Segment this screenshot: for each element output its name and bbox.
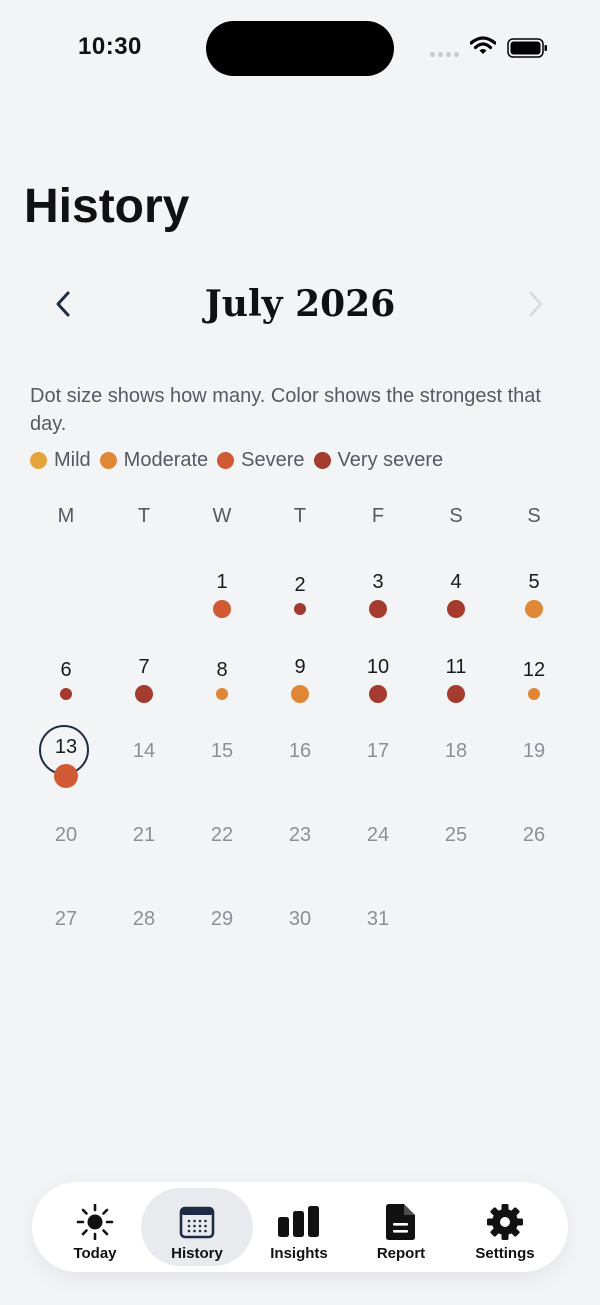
dynamic-island xyxy=(206,21,394,76)
severity-dot xyxy=(369,600,387,618)
severity-dot xyxy=(216,688,228,700)
calendar-day[interactable]: 27 xyxy=(54,908,78,930)
calendar-day[interactable]: 16 xyxy=(288,740,312,762)
tab-label: Today xyxy=(73,1245,117,1262)
calendar-day[interactable]: 31 xyxy=(366,908,390,930)
calendar-day[interactable]: 5 xyxy=(528,571,540,593)
legend-dot xyxy=(313,452,331,469)
calendar-day[interactable]: 12 xyxy=(522,659,546,681)
weekday-label: S xyxy=(527,505,541,527)
severity-dot xyxy=(294,603,306,615)
tab-settings[interactable]: Settings xyxy=(449,1188,561,1266)
weekday-label: F xyxy=(371,505,385,527)
legend-label: Very severe xyxy=(337,449,444,471)
sun-icon xyxy=(75,1204,115,1240)
severity-dot xyxy=(60,688,72,700)
calendar-day[interactable]: 20 xyxy=(54,824,78,846)
calendar-day[interactable]: 7 xyxy=(138,656,150,678)
calendar-icon xyxy=(179,1204,215,1240)
calendar-day[interactable]: 8 xyxy=(216,659,228,681)
calendar-day[interactable]: 4 xyxy=(450,571,462,593)
status-time: 10:30 xyxy=(78,33,142,60)
weekday-label: W xyxy=(212,505,232,527)
calendar-day[interactable]: 13 xyxy=(54,736,78,758)
calendar-day[interactable]: 25 xyxy=(444,824,468,846)
gear-icon xyxy=(486,1204,524,1240)
calendar-day[interactable]: 26 xyxy=(522,824,546,846)
legend-item: Very severe xyxy=(313,449,444,472)
calendar-day[interactable]: 1 xyxy=(216,571,228,593)
calendar-day[interactable]: 21 xyxy=(132,824,156,846)
severity-dot xyxy=(447,685,465,703)
severity-dot xyxy=(369,685,387,703)
calendar-day[interactable]: 9 xyxy=(294,656,306,678)
tab-label: Settings xyxy=(475,1245,535,1262)
next-month-button[interactable] xyxy=(521,289,551,319)
legend-item: Mild xyxy=(30,449,91,472)
wifi-icon xyxy=(470,36,496,54)
tab-history[interactable]: History xyxy=(141,1188,253,1266)
tab-today[interactable]: Today xyxy=(39,1188,151,1266)
document-icon xyxy=(385,1204,417,1240)
calendar-day[interactable]: 22 xyxy=(210,824,234,846)
tab-bar: Today History Insights Report Settings xyxy=(32,1182,568,1272)
severity-legend: Mild Moderate Severe Very severe xyxy=(30,449,452,472)
calendar-day[interactable]: 3 xyxy=(372,571,384,593)
severity-dot xyxy=(213,600,231,618)
severity-dot xyxy=(528,688,540,700)
tab-label: Insights xyxy=(270,1245,328,1262)
calendar-day[interactable]: 30 xyxy=(288,908,312,930)
chevron-left-icon xyxy=(56,291,70,317)
legend-label: Severe xyxy=(241,449,305,471)
calendar-day[interactable]: 28 xyxy=(132,908,156,930)
calendar-day[interactable]: 29 xyxy=(210,908,234,930)
calendar-day[interactable]: 17 xyxy=(366,740,390,762)
chevron-right-icon xyxy=(529,291,543,317)
calendar-day[interactable]: 18 xyxy=(444,740,468,762)
severity-dot xyxy=(291,685,309,703)
page-title: History xyxy=(24,180,190,233)
weekday-label: S xyxy=(449,505,463,527)
calendar-day[interactable]: 11 xyxy=(445,656,467,678)
calendar-day[interactable]: 23 xyxy=(288,824,312,846)
calendar-day[interactable]: 19 xyxy=(522,740,546,762)
weekday-label: T xyxy=(293,505,307,527)
legend-dot xyxy=(30,452,47,469)
weekday-label: M xyxy=(57,505,75,527)
legend-dot xyxy=(99,452,117,469)
legend-description: Dot size shows how many. Color shows the… xyxy=(30,385,541,435)
tab-report[interactable]: Report xyxy=(345,1188,457,1266)
calendar-day[interactable]: 24 xyxy=(366,824,390,846)
severity-dot xyxy=(447,600,465,618)
previous-month-button[interactable] xyxy=(48,289,78,319)
calendar-day[interactable]: 15 xyxy=(210,740,234,762)
month-title: July 2026 xyxy=(204,283,396,325)
severity-dot xyxy=(135,685,153,703)
severity-dot xyxy=(525,600,543,618)
bar-chart-icon xyxy=(276,1204,322,1240)
legend-label: Moderate xyxy=(123,449,209,471)
legend-dot xyxy=(217,452,235,469)
legend-item: Severe xyxy=(217,449,305,472)
severity-dot xyxy=(54,764,78,788)
calendar-day[interactable]: 10 xyxy=(366,656,390,678)
battery-icon xyxy=(507,38,547,58)
calendar-day[interactable]: 2 xyxy=(294,574,306,596)
tab-insights[interactable]: Insights xyxy=(243,1188,355,1266)
tab-label: History xyxy=(171,1245,223,1262)
calendar-day[interactable]: 6 xyxy=(60,659,72,681)
weekday-label: T xyxy=(137,505,151,527)
legend-label: Mild xyxy=(54,449,91,471)
tab-label: Report xyxy=(376,1245,426,1262)
signal-icon xyxy=(430,52,459,57)
calendar-day[interactable]: 14 xyxy=(132,740,156,762)
legend-item: Moderate xyxy=(99,449,209,472)
